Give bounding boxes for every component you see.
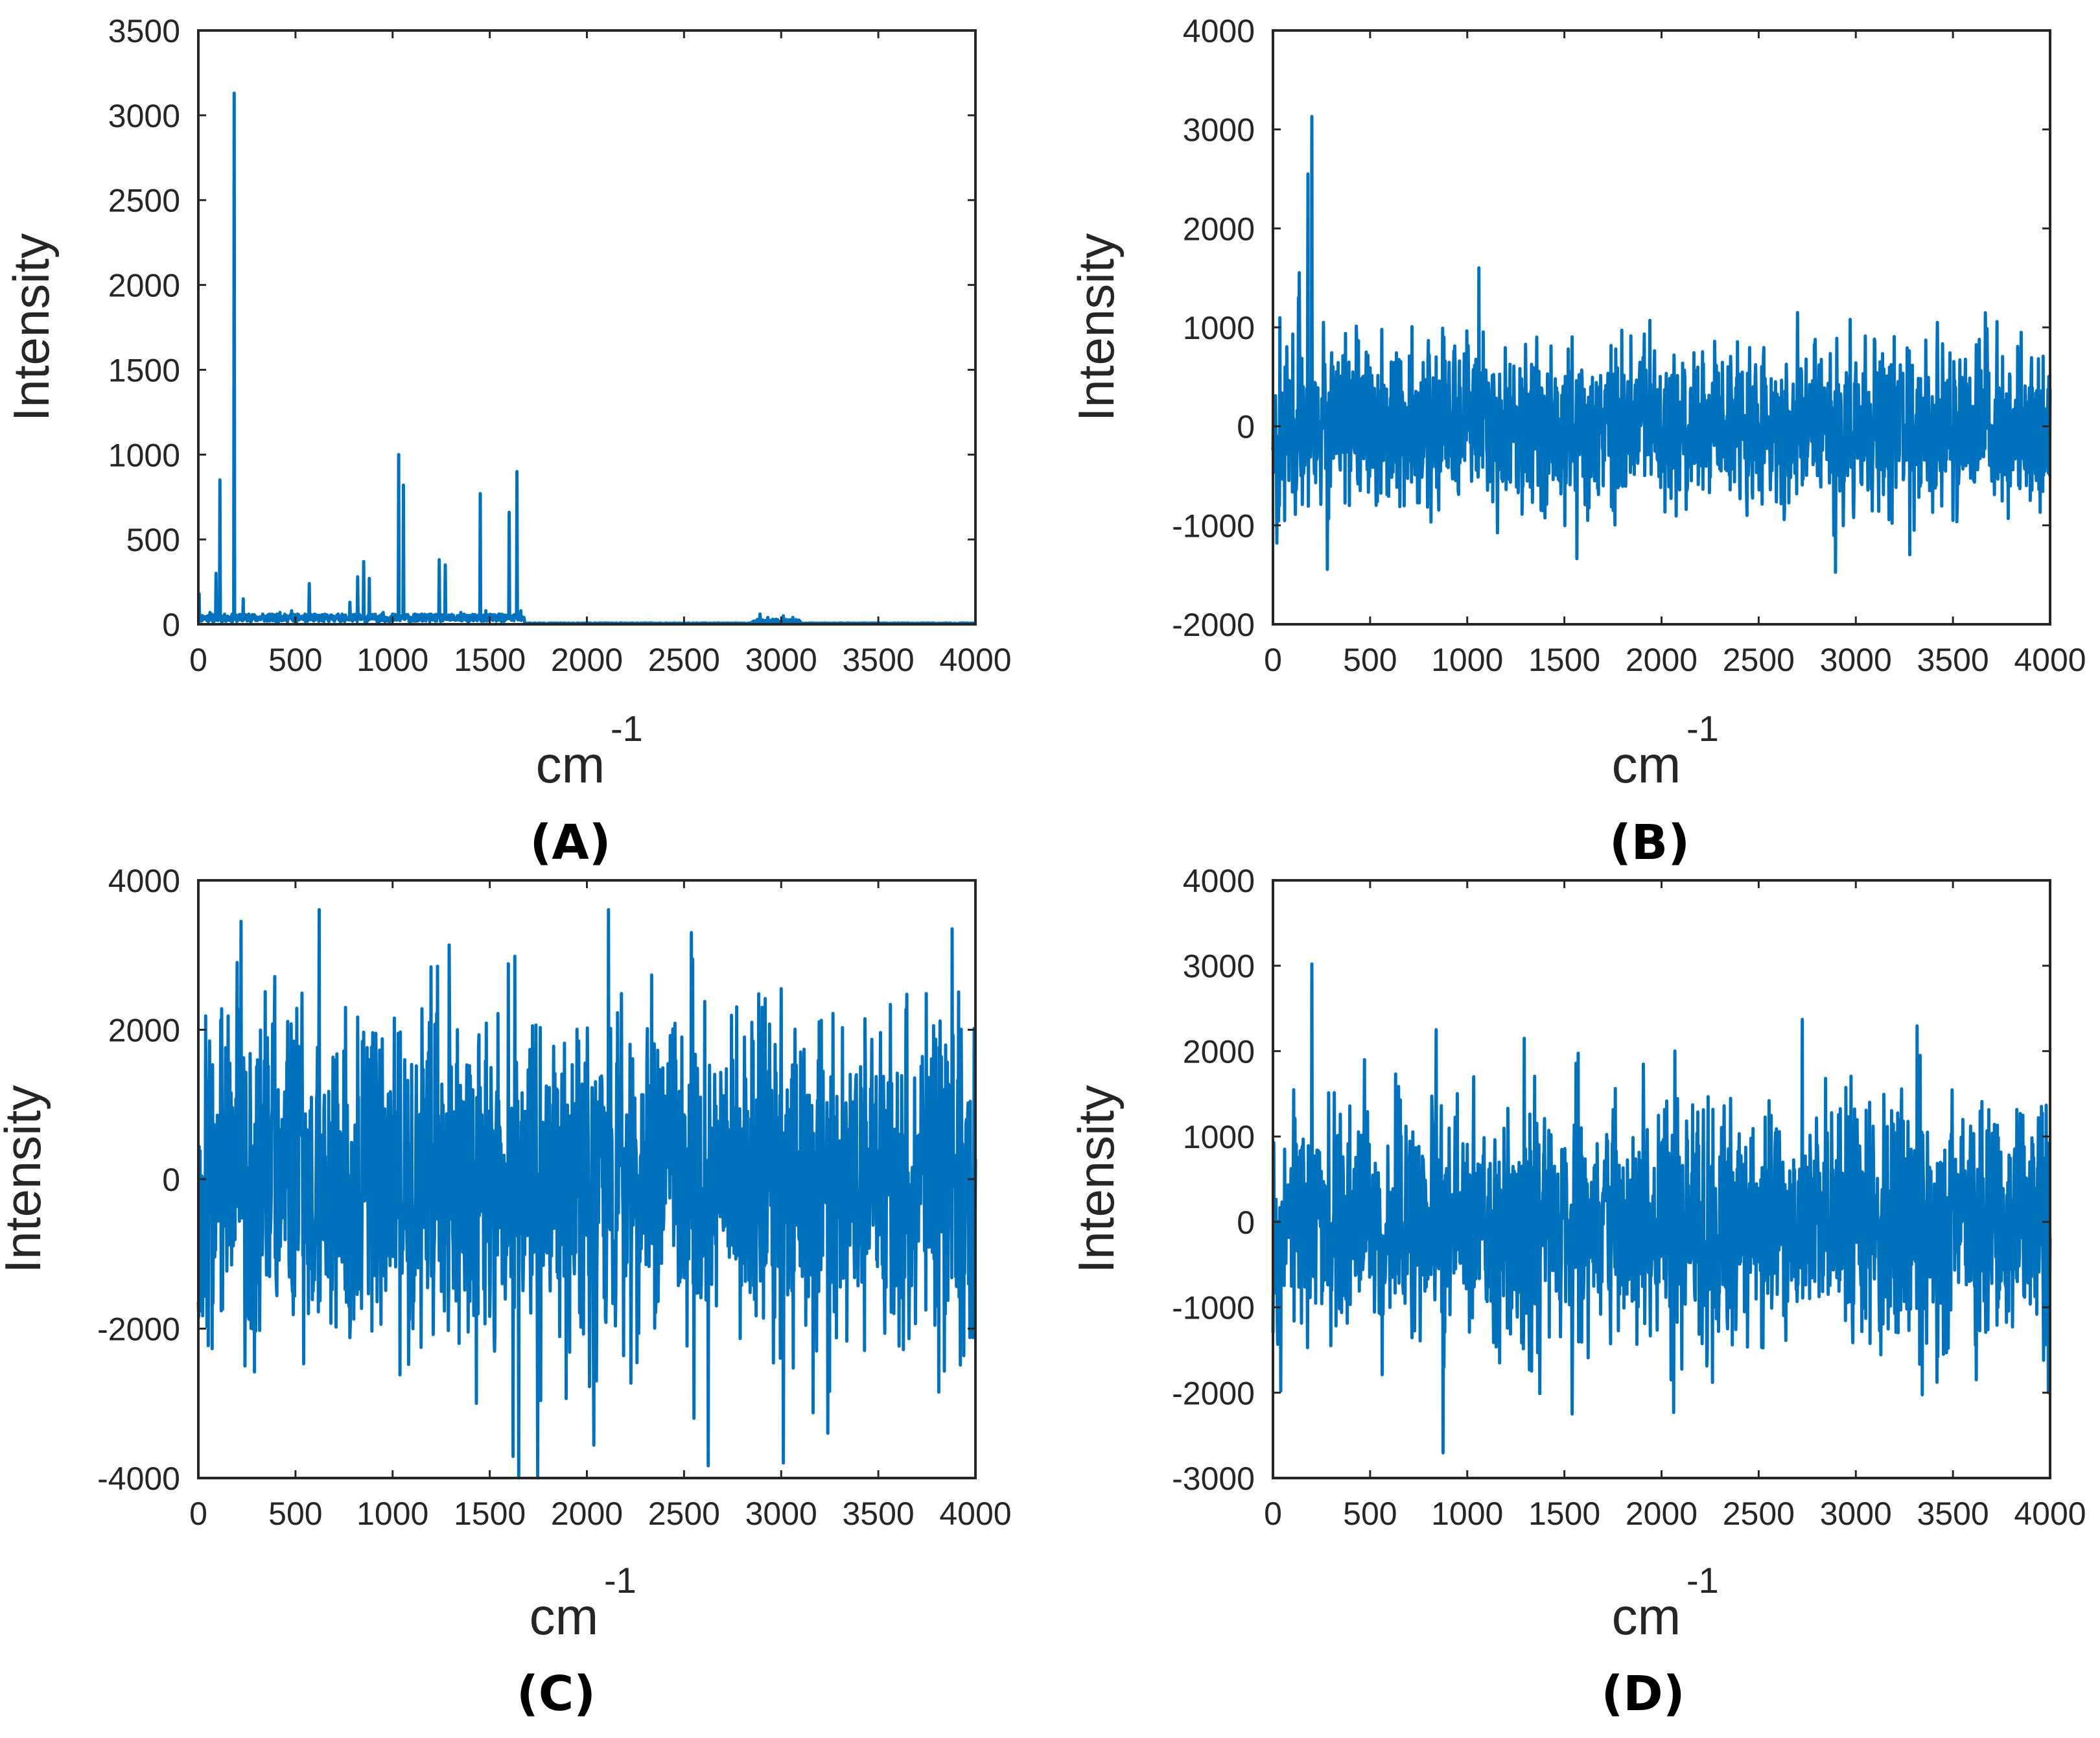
x-tick-label: 500 bbox=[268, 642, 322, 678]
y-tick-label: -1000 bbox=[1172, 1290, 1255, 1326]
y-tick-label: 3000 bbox=[1183, 112, 1255, 148]
x-axis-label-superscript: -1 bbox=[1686, 1560, 1719, 1601]
x-tick-label: 2500 bbox=[1723, 1496, 1795, 1532]
x-tick-label: 1000 bbox=[1431, 1496, 1503, 1532]
x-tick-label: 4000 bbox=[939, 1496, 1011, 1532]
y-tick-label: -2000 bbox=[1172, 607, 1255, 643]
y-tick-label: 4000 bbox=[1183, 13, 1255, 49]
x-tick-label: 3500 bbox=[1917, 642, 1989, 678]
y-tick-label: 2000 bbox=[1183, 1033, 1255, 1070]
x-tick-label: 3000 bbox=[745, 642, 817, 678]
x-tick-label: 0 bbox=[1264, 1496, 1282, 1532]
y-tick-label: -2000 bbox=[97, 1311, 180, 1348]
series-line bbox=[1271, 115, 2052, 574]
y-tick-label: 0 bbox=[162, 607, 180, 643]
x-tick-label: 4000 bbox=[2014, 1496, 2086, 1532]
panel-label: (C) bbox=[517, 1666, 596, 1722]
y-axis-label: Intensity bbox=[1068, 233, 1125, 421]
y-axis-label: Intensity bbox=[0, 1085, 51, 1273]
y-tick-label: 3500 bbox=[108, 13, 180, 49]
x-tick-label: 2000 bbox=[551, 1496, 623, 1532]
x-tick-label: 4000 bbox=[2014, 642, 2086, 678]
y-tick-label: 0 bbox=[1237, 409, 1255, 445]
x-tick-label: 500 bbox=[1343, 1496, 1397, 1532]
x-tick-label: 500 bbox=[1343, 642, 1397, 678]
x-tick-label: 1000 bbox=[356, 642, 428, 678]
y-tick-label: 2500 bbox=[108, 183, 180, 219]
x-tick-label: 3500 bbox=[843, 1496, 915, 1532]
axes-box bbox=[197, 29, 977, 626]
y-tick-label: 3000 bbox=[1183, 948, 1255, 985]
series-line bbox=[197, 91, 977, 626]
y-tick-label: 500 bbox=[126, 522, 180, 558]
y-tick-label: 1000 bbox=[1183, 310, 1255, 346]
x-tick-label: 1500 bbox=[1528, 1496, 1600, 1532]
x-tick-label: 2000 bbox=[1626, 642, 1698, 678]
x-axis-label: cm bbox=[536, 736, 605, 793]
x-tick-label: 2500 bbox=[648, 1496, 720, 1532]
axes-box bbox=[1272, 29, 2051, 626]
panel-d: 0 500 1000 1500 2000 2500 3000 3500 4000 -3000 -20… bbox=[1068, 863, 2086, 1722]
x-tick-label: 2000 bbox=[1626, 1496, 1698, 1532]
y-tick-label: 1000 bbox=[1183, 1119, 1255, 1155]
y-tick-label: 2000 bbox=[108, 268, 180, 304]
x-tick-label: 500 bbox=[268, 1496, 322, 1532]
y-tick-label: -4000 bbox=[97, 1461, 180, 1497]
y-tick-label: 4000 bbox=[1183, 863, 1255, 899]
x-tick-label: 0 bbox=[189, 1496, 207, 1532]
x-tick-label: 3500 bbox=[1917, 1496, 1989, 1532]
y-axis-label: Intensity bbox=[1068, 1085, 1125, 1273]
x-tick-label: 3000 bbox=[745, 1496, 817, 1532]
y-tick-label: 2000 bbox=[1183, 211, 1255, 247]
x-tick-label: 3000 bbox=[1820, 1496, 1892, 1532]
x-tick-label: 0 bbox=[189, 642, 207, 678]
x-tick-label: 3500 bbox=[843, 642, 915, 678]
y-tick-label: -3000 bbox=[1172, 1461, 1255, 1497]
x-tick-label: 3000 bbox=[1820, 642, 1892, 678]
panel-b: 0 500 1000 1500 2000 2500 3000 3500 4000-2000-10… bbox=[1068, 13, 2086, 871]
panel-label: (D) bbox=[1601, 1666, 1685, 1722]
x-tick-label: 4000 bbox=[939, 642, 1011, 678]
y-tick-label: -1000 bbox=[1172, 508, 1255, 544]
panel-label: (A) bbox=[530, 815, 611, 871]
x-tick-label: 0 bbox=[1264, 642, 1282, 678]
series-line bbox=[1271, 962, 2052, 1455]
x-axis-label-superscript: -1 bbox=[604, 1560, 636, 1601]
x-axis-label-superscript: -1 bbox=[611, 708, 643, 749]
y-axis-label: Intensity bbox=[3, 233, 60, 421]
y-tick-label: 4000 bbox=[108, 863, 180, 899]
y-tick-label: 1500 bbox=[108, 352, 180, 388]
x-tick-label: 2500 bbox=[648, 642, 720, 678]
panel-a: 0 500 1000 1500 2000 2500 3000 3500 4000 0 500 1000… bbox=[3, 13, 1012, 871]
x-tick-label: 1000 bbox=[1431, 642, 1503, 678]
x-axis-label: cm bbox=[530, 1588, 599, 1645]
panel-c: 0 500 1000 1500 2000 2500 3000 3500 4000 -4000 -20… bbox=[0, 863, 1012, 1722]
x-tick-label: 1500 bbox=[454, 642, 526, 678]
x-axis-label-superscript: -1 bbox=[1686, 708, 1719, 749]
x-tick-label: 2000 bbox=[551, 642, 623, 678]
y-tick-label: 0 bbox=[162, 1162, 180, 1198]
y-tick-label: 1000 bbox=[108, 437, 180, 473]
series-line bbox=[196, 908, 977, 1480]
x-tick-label: 1000 bbox=[356, 1496, 428, 1532]
x-tick-label: 1500 bbox=[454, 1496, 526, 1532]
panel-label: (B) bbox=[1609, 815, 1690, 871]
y-tick-label: 2000 bbox=[108, 1013, 180, 1049]
x-tick-label: 2500 bbox=[1723, 642, 1795, 678]
x-axis-label: cm bbox=[1612, 736, 1681, 793]
y-tick-label: 0 bbox=[1237, 1204, 1255, 1241]
y-tick-label: 3000 bbox=[108, 98, 180, 134]
y-tick-label: -2000 bbox=[1172, 1375, 1255, 1411]
x-tick-label: 1500 bbox=[1528, 642, 1600, 678]
x-axis-label: cm bbox=[1612, 1588, 1681, 1645]
